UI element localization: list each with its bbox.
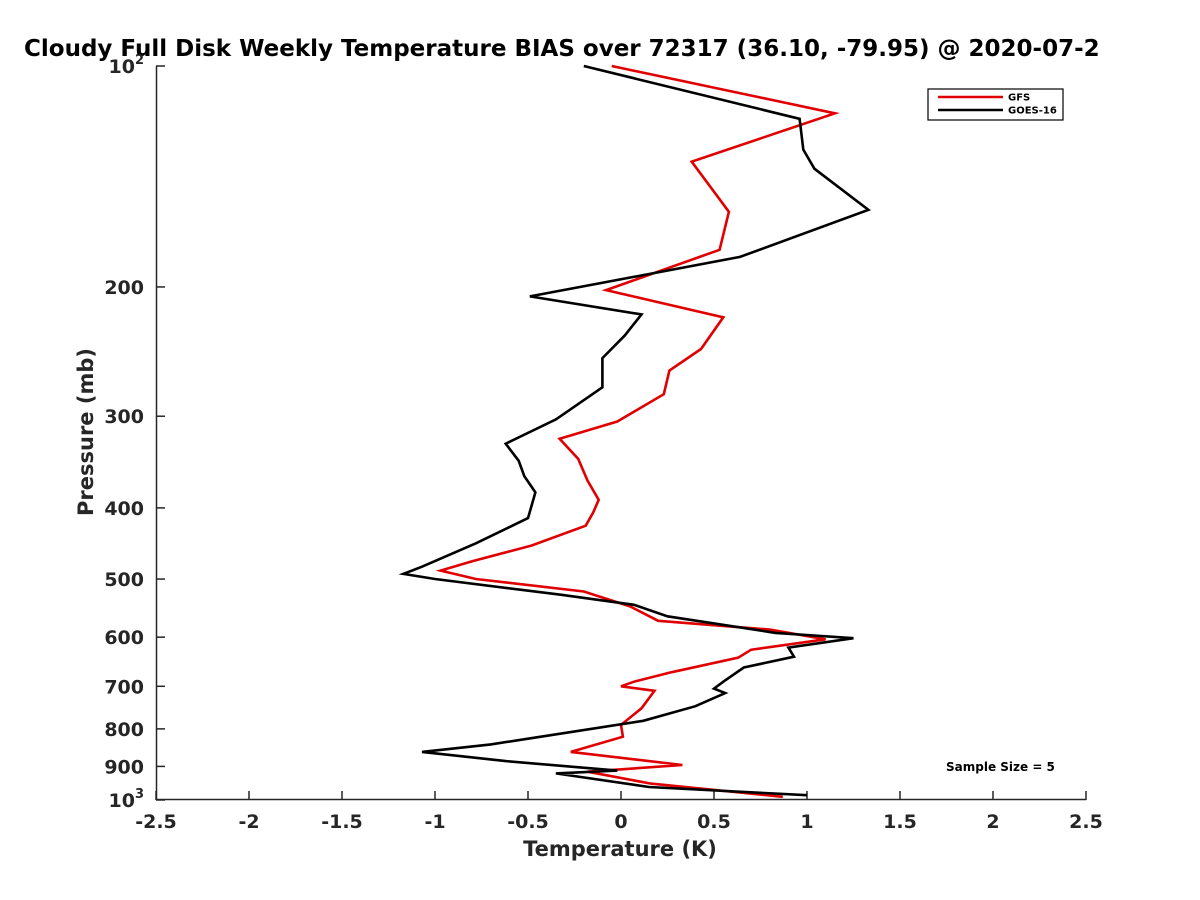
y-tick-label: 700 (104, 676, 144, 698)
y-tick-label-base: 400 (104, 498, 144, 520)
y-tick-label-base: 500 (104, 569, 144, 591)
x-tick-label: -1.5 (321, 811, 363, 833)
y-tick-label-base: 700 (104, 676, 144, 698)
y-tick-label: 200 (104, 277, 144, 299)
legend: GFS GOES-16 (927, 88, 1064, 121)
y-tick-label: 300 (104, 406, 144, 428)
x-axis-ticks: -2.5 -2 -1.5 -1 -0.5 0 0.5 1 1.5 2 2.5 (135, 791, 1103, 833)
y-tick-label-base: 800 (104, 719, 144, 741)
legend-goes16-label: GOES-16 (1008, 106, 1057, 117)
x-tick-label: 2 (986, 811, 999, 833)
legend-gfs-label: GFS (1008, 93, 1030, 104)
x-tick-label: -2 (238, 811, 259, 833)
x-tick-label: 0 (614, 811, 627, 833)
y-tick-label-base: 300 (104, 406, 144, 428)
y-tick-label-exponent: 3 (135, 787, 144, 802)
y-tick-label: 400 (104, 498, 144, 520)
x-axis-label: Temperature (K) (523, 837, 717, 861)
y-axis-label: Pressure (mb) (74, 348, 98, 516)
y-tick-label-base: 200 (104, 277, 144, 299)
y-tick-label-base: 900 (104, 756, 144, 778)
y-tick-label: 500 (104, 569, 144, 591)
y-tick-label: 600 (104, 627, 144, 649)
y-tick-label: 103 (109, 787, 145, 812)
series-line-goes-16 (398, 64, 872, 797)
y-tick-label: 800 (104, 719, 144, 741)
y-tick-label-exponent: 2 (135, 53, 144, 68)
x-tick-label: -0.5 (507, 811, 549, 833)
x-tick-label: 1 (800, 811, 813, 833)
x-tick-label: -1 (424, 811, 445, 833)
series-line-gfs (435, 64, 840, 799)
sample-size-annotation: Sample Size = 5 (946, 760, 1055, 774)
legend-box (927, 88, 1064, 121)
y-tick-label-base: 600 (104, 627, 144, 649)
y-tick-label: 102 (109, 53, 145, 78)
y-tick-label-base: 10 (109, 56, 135, 78)
x-tick-label: 2.5 (1069, 811, 1103, 833)
y-tick-label-base: 10 (109, 790, 135, 812)
x-tick-label: -2.5 (135, 811, 177, 833)
x-tick-label: 1.5 (883, 811, 917, 833)
x-tick-label: 0.5 (697, 811, 731, 833)
chart-title: Cloudy Full Disk Weekly Temperature BIAS… (24, 36, 1100, 62)
y-tick-label: 900 (104, 756, 144, 778)
series-layer (398, 64, 872, 799)
